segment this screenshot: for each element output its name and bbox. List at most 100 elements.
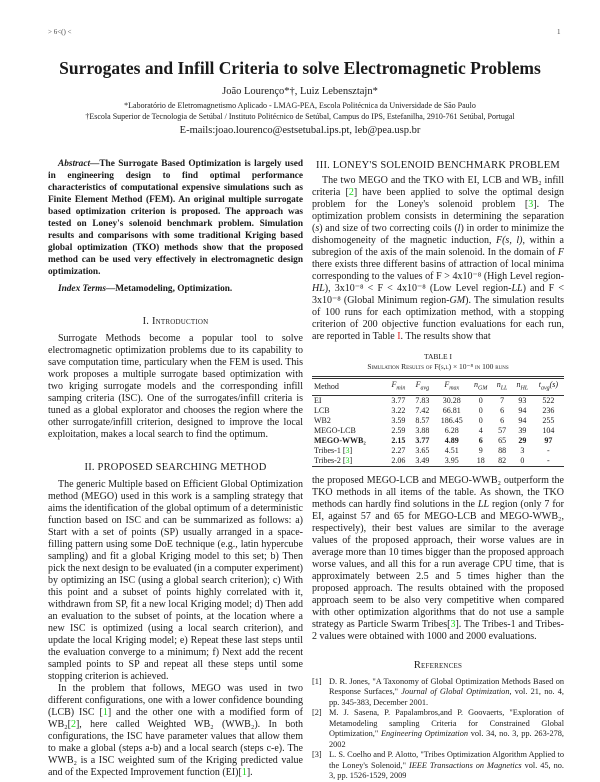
method-cell: WB2: [312, 416, 386, 426]
abstract-label: Abstract: [58, 159, 91, 169]
paragraph-text: ) in order to minimize the dishomogeneit…: [312, 223, 564, 246]
value-cell: 0: [520, 455, 525, 465]
reference-body: D. R. Jones, "A Taxonomy of Global Optim…: [329, 677, 564, 709]
header-subscript: min: [396, 385, 406, 392]
italic-text: HL: [312, 283, 325, 294]
value-cell: 3.65: [415, 445, 430, 455]
authors: João Lourenço*†, Luiz Lebensztajn*: [222, 86, 378, 97]
loney-body: The two MEGO and the TKO with EI, LCB an…: [312, 175, 564, 343]
method-name: MEGO-WWB₂: [314, 435, 366, 445]
table-row: Tribes-1 [3] 2.27 3.65 4.51 9 88 3 -: [312, 446, 564, 456]
paragraph-text: ] and the other one with a modified form…: [48, 707, 304, 730]
left-column: Abstract—The Surrogate Based Optimizatio…: [48, 158, 303, 779]
column-header-2: Favg: [410, 377, 435, 396]
method-name: EI: [314, 395, 322, 405]
results-discussion: the proposed MEGO-LCB and MEGO-WWB₂ outp…: [312, 475, 564, 643]
paragraph: The two MEGO and the TKO with EI, LCB an…: [312, 175, 564, 343]
reference-details: vol. 34, no. 3, pp. 263-278, 2002: [329, 729, 564, 749]
citation-link[interactable]: 2: [348, 187, 354, 198]
abstract: Abstract—The Surrogate Based Optimizatio…: [48, 158, 303, 278]
paper-title: Surrogates and Infill Criteria to solve …: [59, 58, 541, 78]
value-cell: 236: [542, 405, 555, 415]
reference-number: [3]: [312, 750, 322, 760]
index-terms-label: Index Terms: [58, 284, 106, 294]
reference-body: M. J. Sasena, P. Papalambros,and P. Goov…: [329, 708, 564, 750]
table-reference-link[interactable]: I: [397, 331, 401, 342]
paragraph-text: The generic Multiple based on Efficient …: [48, 479, 303, 682]
column-header-3: Fmax: [434, 377, 470, 396]
value-cell: 4.89: [444, 435, 459, 445]
citation-link[interactable]: 1: [241, 767, 247, 778]
table-row: EI 3.77 7.83 30.28 0 7 93 522: [312, 395, 564, 406]
value-cell: 9: [478, 445, 483, 455]
results-table: Method Fmin Favg Fmax nGM nLL nHL tavg(s) EI 3.7…: [312, 376, 564, 467]
value-cell: 82: [498, 455, 507, 465]
header-symbol: F: [391, 380, 397, 389]
value-cell: 2.27: [391, 445, 406, 455]
reference-item: [3] L. S. Coelho and P. Alotto, "Tribes O…: [312, 750, 564, 782]
author-emails: E-mails:joao.lourenco@estsetubal.ips.pt,…: [179, 125, 421, 136]
references-list: [1] D. R. Jones, "A Taxonomy of Global Op…: [312, 677, 564, 782]
header-symbol: n: [496, 380, 501, 389]
table-number: Table I: [424, 352, 452, 361]
table-row: WB2 3.59 8.57 186.45 0 6 94 255: [312, 416, 564, 426]
header-subscript: avg: [420, 385, 430, 392]
citation-link[interactable]: 3: [345, 455, 350, 465]
method-cell: EI: [312, 395, 386, 406]
header-symbol: F: [415, 380, 421, 389]
right-column: III. LONEY'S SOLENOID BENCHMARK PROBLEM …: [312, 159, 564, 782]
method-name: Tribes-2: [314, 455, 343, 465]
method-cell: Tribes-2 [3]: [314, 455, 353, 465]
value-cell: 66.81: [442, 405, 461, 415]
paragraph: the proposed MEGO-LCB and MEGO-WWB₂ outp…: [312, 475, 564, 643]
method-cell: MEGO-LCB: [312, 426, 386, 436]
introduction-body: Surrogate Methods become a popular tool …: [48, 333, 303, 441]
value-cell: 0: [478, 415, 483, 425]
value-cell: 7.83: [415, 395, 430, 405]
value-cell: 3.77: [415, 435, 430, 445]
value-cell: 94: [518, 415, 527, 425]
paragraph-text: The two MEGO and the TKO with EI, LCB an…: [312, 175, 564, 198]
references-heading: References: [413, 659, 463, 671]
reference-venue: IEEE Transactions on Magnetics: [408, 760, 522, 770]
italic-text: s: [315, 223, 320, 234]
reference-number: [2]: [312, 708, 322, 718]
affiliation-2: †Escola Superior de Tecnologia de Setúba…: [85, 112, 515, 121]
value-cell: 94: [518, 405, 527, 415]
citation-link[interactable]: 1: [102, 707, 108, 718]
paragraph-text: , within a subregion of the axis of the …: [312, 235, 564, 258]
running-header: > 6<() <: [48, 28, 72, 36]
reference-authors-title: D. R. Jones, "A Taxonomy of Global Optim…: [329, 676, 564, 697]
value-cell: 8.57: [415, 415, 430, 425]
value-cell: -: [547, 455, 550, 465]
citation-link[interactable]: 3: [345, 445, 350, 455]
paragraph-text: . The results show that: [400, 331, 491, 342]
citation-link[interactable]: 2: [70, 719, 76, 730]
citation-link[interactable]: 3: [528, 199, 534, 210]
reference-item: [1] D. R. Jones, "A Taxonomy of Global Op…: [312, 677, 564, 709]
index-terms: Index Terms—Metamodeling, Optimization.: [48, 283, 303, 295]
column-header-7: tavg(s): [532, 377, 564, 396]
value-cell: 6.28: [444, 425, 459, 435]
value-cell: 522: [542, 395, 555, 405]
paragraph-text: Surrogate Methods become a popular tool …: [48, 333, 303, 440]
abstract-text: —The Surrogate Based Optimization is lar…: [48, 159, 303, 277]
affiliation-1: *Laboratório de Eletromagnetismo Aplicad…: [124, 101, 476, 110]
value-cell: 6: [500, 405, 505, 415]
paragraph-text: ], here called Weighted WB₂ (WWB₂). In b…: [48, 719, 303, 778]
method-name: LCB: [314, 405, 330, 415]
header-subscript: GM: [478, 385, 488, 392]
section-heading-introduction: I. Introduction: [142, 316, 209, 327]
paragraph-text: ]. The Tribes-1 and Tribes-2 values were…: [312, 618, 564, 642]
paragraph-text: ].: [246, 767, 253, 778]
value-cell: 3.95: [444, 455, 459, 465]
italic-text: F(s, l): [495, 235, 523, 246]
table-row: LCB 3.22 7.42 66.81 0 6 94 236: [312, 406, 564, 416]
column-header-4: nGM: [469, 377, 493, 396]
citation-link[interactable]: 3: [450, 618, 456, 630]
reference-venue: Engineering Optimization: [380, 729, 469, 739]
references-section: References [1] D. R. Jones, "A Taxonomy o…: [312, 659, 564, 782]
method-name: WB2: [314, 415, 331, 425]
value-cell: 29: [518, 435, 527, 445]
table-label: Table I: [312, 352, 564, 362]
